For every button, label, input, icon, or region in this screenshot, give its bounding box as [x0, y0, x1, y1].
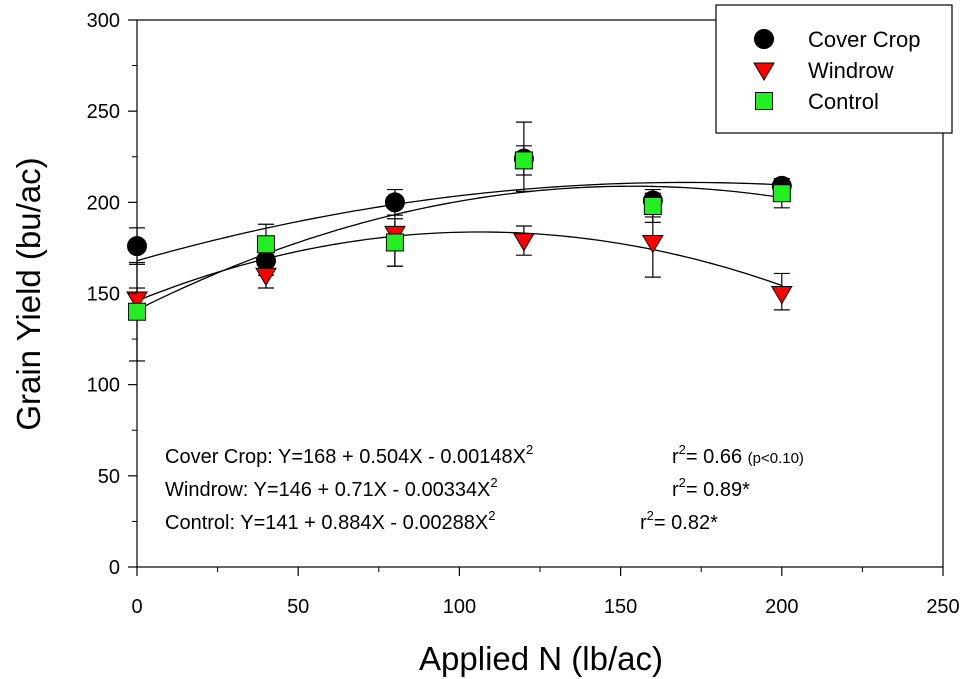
cover-crop-point	[255, 250, 276, 271]
y-tick-label: 100	[87, 375, 120, 397]
control-point	[128, 302, 146, 321]
fit-curve	[136, 181, 782, 262]
control-point	[772, 184, 791, 203]
x-tick-label: 50	[287, 596, 309, 618]
equation-annotations: Cover Crop: Y=168 + 0.504X - 0.00148X2 r2…	[165, 442, 804, 534]
legend-label: Cover Crop	[808, 27, 920, 52]
windrow-point	[255, 267, 277, 287]
cover-crop-point	[384, 192, 405, 213]
r-squared-label: r2= 0.66 (p<0.10)	[672, 442, 804, 468]
y-tick-label: 200	[87, 192, 120, 214]
y-axis-title: Grain Yield (bu/ac)	[10, 157, 47, 430]
y-axis-ticks: 0 50 100 150 200 250 300	[87, 10, 137, 579]
windrow-point	[513, 233, 535, 252]
x-axis-title: Applied N (lb/ac)	[419, 640, 663, 677]
r-squared-label: r2= 0.89*	[672, 475, 750, 501]
fit-curves	[136, 181, 783, 311]
y-tick-label: 0	[109, 557, 120, 579]
x-tick-label: 250	[926, 596, 959, 618]
y-tick-label: 150	[87, 284, 120, 306]
control-point	[643, 196, 662, 215]
windrow-point	[126, 291, 148, 310]
legend-box	[715, 4, 953, 134]
control-point	[514, 151, 533, 170]
equation-label: Control: Y=141 + 0.884X - 0.00288X2	[165, 508, 495, 534]
equation-label: Windrow: Y=146 + 0.71X - 0.00334X2	[165, 475, 498, 501]
r-squared-label: r2= 0.82*	[640, 508, 718, 534]
fit-curve	[136, 231, 783, 302]
x-tick-label: 100	[443, 596, 476, 618]
data-points	[126, 148, 793, 321]
cover-crop-point	[127, 236, 147, 257]
y-tick-label: 50	[98, 466, 120, 488]
legend-label: Control	[808, 89, 879, 114]
legend-marker	[755, 92, 773, 110]
x-tick-label: 200	[765, 596, 798, 618]
windrow-point	[641, 234, 664, 254]
x-axis-ticks: 0 50 100 150 200 250	[131, 567, 960, 618]
y-tick-label: 250	[87, 101, 120, 123]
control-point	[256, 235, 275, 254]
equation-label: Cover Crop: Y=168 + 0.504X - 0.00148X2	[165, 442, 533, 468]
x-tick-label: 150	[604, 596, 637, 618]
legend-label: Windrow	[808, 58, 894, 83]
control-point	[385, 233, 404, 252]
windrow-point	[770, 286, 793, 305]
fit-curve	[136, 185, 782, 311]
y-tick-label: 300	[87, 10, 120, 32]
x-tick-label: 0	[131, 596, 142, 618]
legend-marker	[753, 62, 775, 81]
legend-marker	[754, 29, 774, 49]
legend: Cover Crop Windrow Control	[715, 4, 953, 134]
error-bars	[129, 121, 790, 362]
